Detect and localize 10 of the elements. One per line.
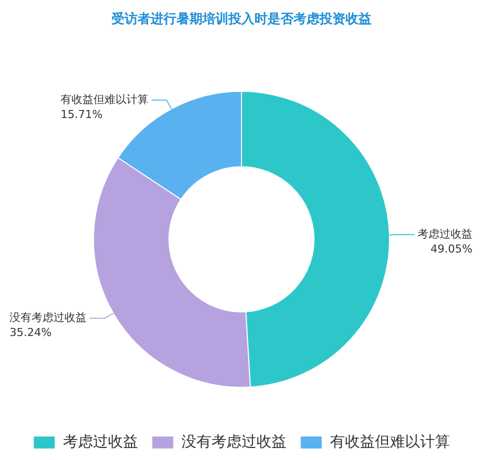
chart-title: 受访者进行暑期培训投入时是否考虑投资收益 <box>110 11 372 28</box>
data-label: 15.71% <box>60 108 103 122</box>
data-label: 35.24% <box>10 326 52 340</box>
slice-label: 有收益但难以计算 <box>60 93 149 106</box>
legend-label: 没有考虑过收益 <box>181 432 286 450</box>
legend-label: 考虑过收益 <box>62 432 138 450</box>
slice-label: 考虑过收益 <box>417 227 472 240</box>
data-label: 49.05% <box>430 242 472 256</box>
legend-label: 有收益但难以计算 <box>330 432 450 450</box>
slice-label: 没有考虑过收益 <box>10 311 87 324</box>
